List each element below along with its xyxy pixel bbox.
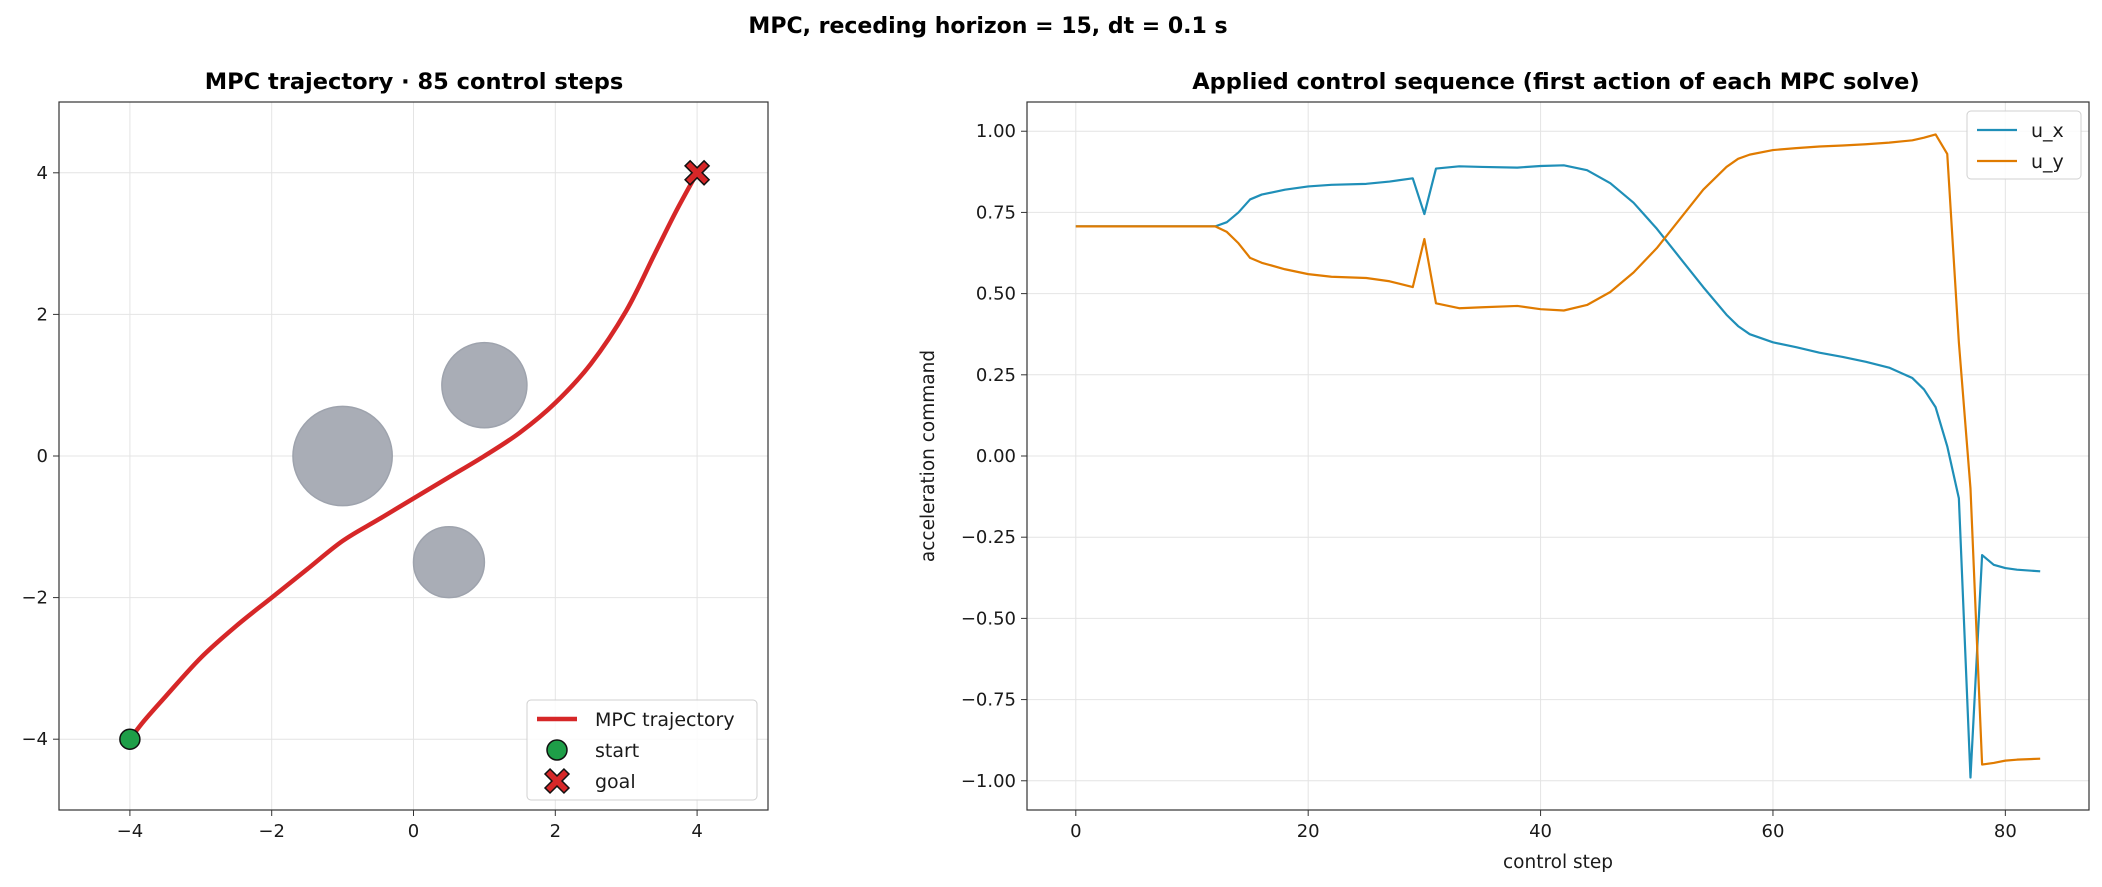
x-tick-label: 40: [1529, 821, 1552, 842]
y-tick-label: 0.25: [976, 365, 1016, 386]
y-tick-label: 0.75: [976, 202, 1016, 223]
y-tick-label: 0.00: [976, 446, 1016, 467]
x-tick-label: 60: [1762, 821, 1785, 842]
y-tick-label: −1.00: [961, 771, 1016, 792]
trajectory-panel: MPC trajectory · 85 control steps −4 −2 0 2…: [21, 69, 769, 842]
control-grid: [1027, 102, 2089, 810]
control-title: Applied control sequence (first action o…: [1192, 69, 1919, 95]
control-lines: [1075, 133, 2041, 779]
series-line-u-y: [1075, 133, 2041, 766]
x-tick-label: −4: [117, 821, 144, 842]
x-tick-label: 80: [1994, 821, 2017, 842]
y-tick-label: −0.50: [961, 608, 1016, 629]
legend-box: [1966, 110, 2082, 180]
y-tick-label: −4: [21, 729, 48, 750]
legend-trajectory-label: MPC trajectory: [595, 709, 735, 731]
figure-suptitle: MPC, receding horizon = 15, dt = 0.1 s: [748, 14, 1227, 39]
legend-goal-label: goal: [595, 771, 636, 793]
x-tick-label: 20: [1297, 821, 1320, 842]
legend-start-label: start: [595, 740, 639, 762]
y-tick-label: 0: [37, 446, 48, 467]
x-tick-label: −2: [258, 821, 285, 842]
y-tick-label: 4: [37, 163, 48, 184]
y-tick-label: 1.00: [976, 121, 1016, 142]
x-tick-label: 0: [1070, 821, 1081, 842]
trajectory-ticks: −4 −2 0 2 4 −4 −2 0 2 4: [21, 163, 702, 842]
start-marker: [119, 728, 141, 750]
y-tick-label: −0.75: [961, 690, 1016, 711]
legend-label-u-x: u_x: [2031, 120, 2064, 142]
y-tick-label: 2: [37, 304, 48, 325]
series-line-u-x: [1075, 164, 2041, 779]
control-ylabel: acceleration command: [918, 350, 939, 562]
y-tick-label: 0.50: [976, 284, 1016, 305]
legend-start-swatch: [546, 739, 568, 761]
legend-goal-swatch: [543, 767, 571, 795]
control-panel: Applied control sequence (first action o…: [918, 69, 2090, 873]
control-ticks: 0 20 40 60 80 1.00 0.75 0.50 0.25 0.00 −0.25 −0.50 −…: [961, 121, 2017, 842]
trajectory-title: MPC trajectory · 85 control steps: [205, 69, 623, 95]
x-tick-label: 2: [550, 821, 561, 842]
obstacle-1: [292, 405, 393, 507]
y-tick-label: −0.25: [961, 527, 1016, 548]
control-legend: u_x u_y: [1966, 110, 2082, 180]
obstacles: [292, 341, 528, 599]
x-tick-label: 0: [408, 821, 419, 842]
obstacle-3: [412, 526, 486, 599]
trajectory-grid: [59, 102, 768, 810]
trajectory-markers: [119, 159, 711, 750]
x-tick-label: 4: [691, 821, 702, 842]
obstacle-2: [441, 341, 528, 429]
trajectory-lines: [127, 170, 700, 742]
trajectory-line: [127, 170, 700, 742]
legend-label-u-y: u_y: [2031, 151, 2064, 173]
y-tick-label: −2: [21, 588, 48, 609]
trajectory-legend: MPC trajectory start goal: [526, 699, 758, 801]
legend-box: [526, 699, 758, 801]
goal-marker: [684, 159, 711, 186]
control-xlabel: control step: [1503, 852, 1613, 873]
